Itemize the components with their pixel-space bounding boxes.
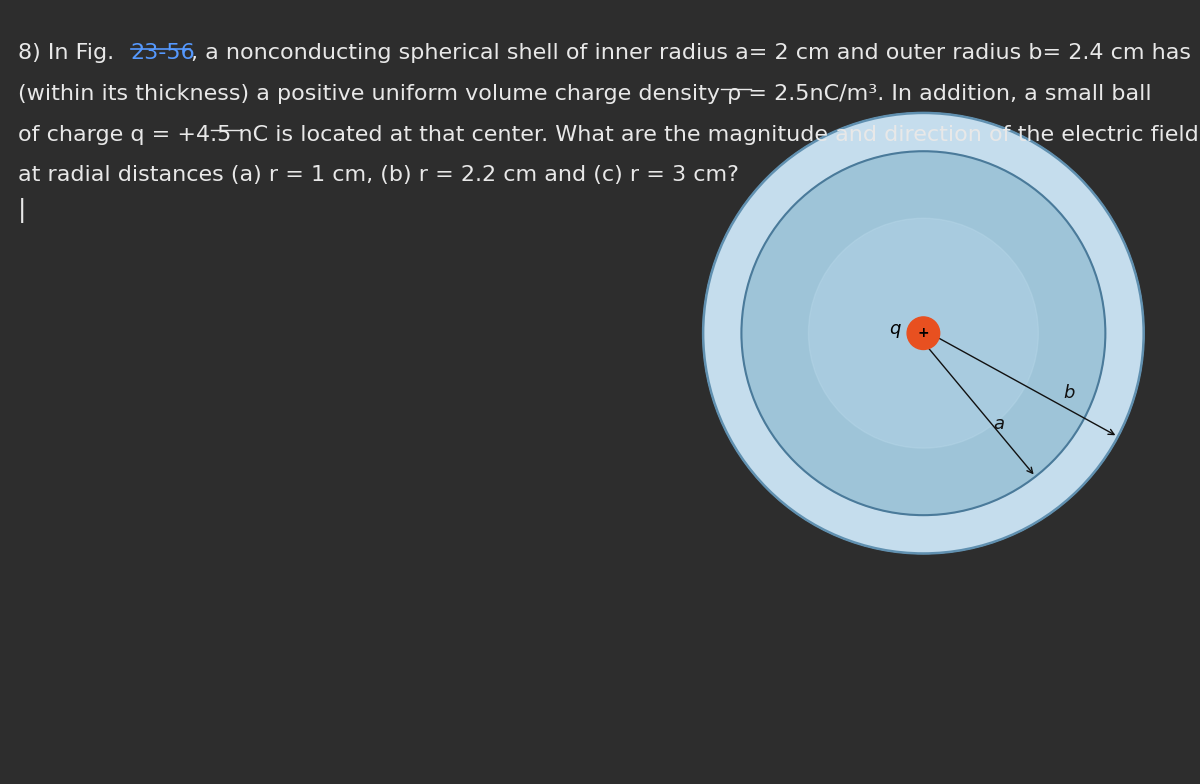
Circle shape xyxy=(809,218,1038,448)
Text: +: + xyxy=(918,326,929,340)
Text: of charge q = +4.5 nC is located at that center. What are the magnitude and dire: of charge q = +4.5 nC is located at that… xyxy=(18,125,1199,145)
Circle shape xyxy=(742,151,1105,515)
Circle shape xyxy=(703,113,1144,554)
Text: at radial distances (a) r = 1 cm, (b) r = 2.2 cm and (c) r = 3 cm?: at radial distances (a) r = 1 cm, (b) r … xyxy=(18,165,739,186)
Circle shape xyxy=(907,317,940,350)
Text: 23-56: 23-56 xyxy=(131,43,196,64)
Text: $q$: $q$ xyxy=(889,322,902,340)
Text: $b$: $b$ xyxy=(1063,384,1075,402)
Text: (within its thickness) a positive uniform volume charge density ρ = 2.5nC/m³. In: (within its thickness) a positive unifor… xyxy=(18,84,1152,104)
Text: $a$: $a$ xyxy=(992,415,1004,433)
Text: , a nonconducting spherical shell of inner radius a= 2 cm and outer radius b= 2.: , a nonconducting spherical shell of inn… xyxy=(191,43,1190,64)
Text: 8) In Fig.: 8) In Fig. xyxy=(18,43,121,64)
Text: |: | xyxy=(18,198,26,223)
